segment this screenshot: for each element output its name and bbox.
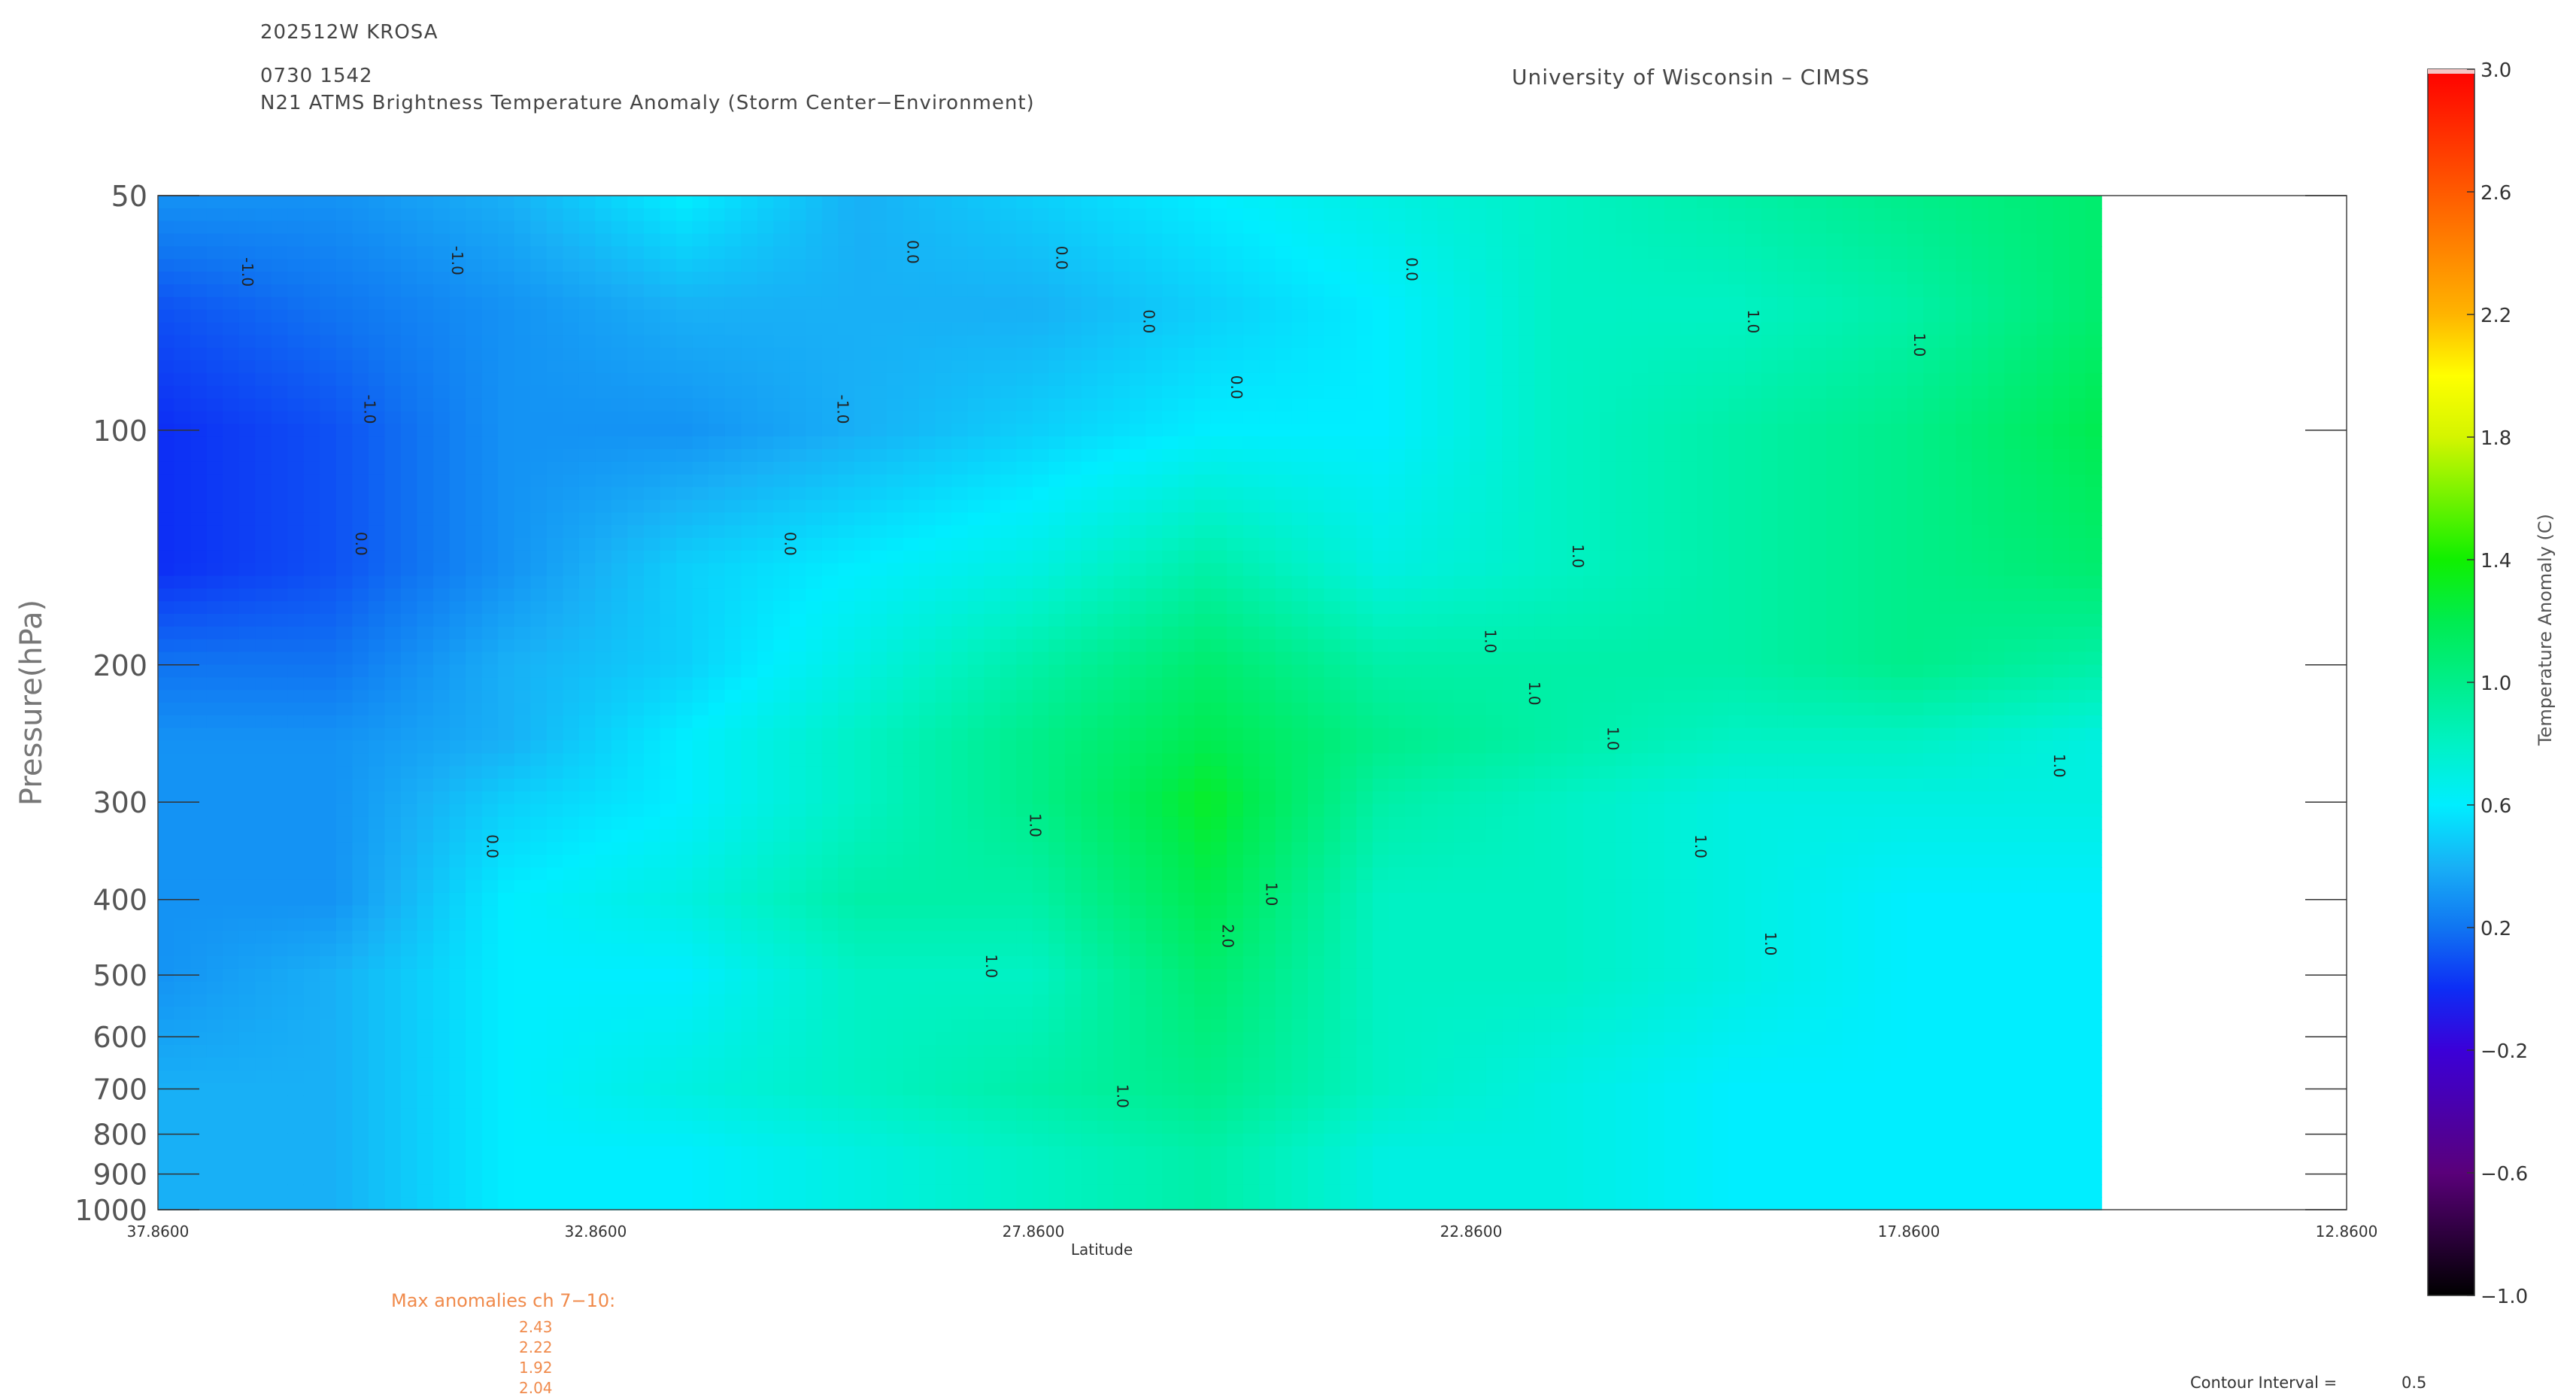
contour-label: 1.0 (1744, 309, 1762, 333)
contour-label: 0.0 (1227, 375, 1246, 399)
y-tick-label: 50 (111, 180, 147, 213)
x-tick-label: 12.8600 (2316, 1222, 2378, 1241)
contour-label: 1.0 (1910, 333, 1928, 357)
contour-label: 2.0 (1218, 924, 1236, 948)
y-tick-label: 600 (93, 1021, 147, 1054)
colorbar-tick-label: −1.0 (2480, 1286, 2528, 1308)
x-tick-label: 37.8600 (127, 1222, 190, 1241)
colorbar-tick-label: −0.2 (2480, 1040, 2528, 1063)
colorbar-tick-label: 1.8 (2480, 427, 2511, 450)
y-tick-label: 900 (93, 1159, 147, 1192)
y-tick-label: 300 (93, 786, 147, 819)
max-anomaly-ch7: 2.43 (519, 1318, 553, 1336)
contour-label: 0.0 (781, 532, 799, 556)
max-anomaly-ch10: 2.04 (519, 1379, 553, 1397)
y-tick-label: 700 (93, 1074, 147, 1107)
y-tick-label: 200 (93, 649, 147, 682)
y-tick-label: 500 (93, 959, 147, 992)
colorbar-top-cap (2428, 69, 2474, 74)
colorbar-tick-label: 0.6 (2480, 795, 2511, 818)
contour-label: 1.0 (1604, 727, 1622, 751)
contour-label: 0.0 (1052, 246, 1070, 270)
y-tick-label: 400 (93, 884, 147, 917)
colorbar-tick-label: 2.6 (2480, 182, 2511, 205)
colorbar: 3.0 2.6 2.2 1.8 1.4 1.0 0.6 0.2 −0.2 −0.6 −1.0 Temp… (2428, 59, 2556, 1308)
x-tick-label: 17.8600 (1878, 1222, 1940, 1241)
colorbar-tick-label: 3.0 (2480, 59, 2511, 82)
max-anomalies-title: Max anomalies ch 7−10: (391, 1290, 615, 1311)
contour-label: -1.0 (448, 246, 466, 275)
contour-interval-label: Contour Interval = (2190, 1374, 2337, 1392)
contour-label: 1.0 (1263, 882, 1281, 907)
contour-label: 1.0 (1114, 1084, 1132, 1108)
contour-label: 1.0 (1482, 629, 1500, 653)
contour-label: 1.0 (1026, 813, 1044, 837)
x-axis-label: Latitude (1071, 1241, 1133, 1259)
y-tick-label: 100 (93, 415, 147, 448)
contour-label: 0.0 (1140, 309, 1158, 333)
contour-label: 1.0 (1525, 682, 1543, 706)
contour-label: 0.0 (352, 532, 370, 556)
anomaly-field (158, 196, 2102, 1210)
contour-label: 0.0 (484, 834, 502, 858)
colorbar-tick-label: −0.6 (2480, 1163, 2528, 1186)
colorbar-tick-label: 2.2 (2480, 305, 2511, 327)
colorbar-tick-label: 0.2 (2480, 918, 2511, 940)
contour-label: 0.0 (903, 240, 921, 264)
max-anomaly-ch9: 1.92 (519, 1359, 553, 1377)
x-tick-label: 22.8600 (1440, 1222, 1503, 1241)
colorbar-tick-label: 1.0 (2480, 673, 2511, 695)
y-tick-label: 800 (93, 1119, 147, 1152)
y-axis-label: Pressure(hPa) (14, 600, 49, 806)
contour-label: 1.0 (1569, 544, 1587, 568)
x-tick-label: 32.8600 (565, 1222, 627, 1241)
x-tick-label: 27.8600 (1003, 1222, 1065, 1241)
contour-label: 1.0 (2050, 754, 2068, 778)
colorbar-tick-label: 1.4 (2480, 550, 2511, 572)
contour-label: 1.0 (1761, 932, 1780, 956)
contour-label: 1.0 (982, 954, 1000, 978)
contour-label: -1.0 (833, 394, 851, 424)
contour-label: -1.0 (361, 394, 379, 424)
contour-label: 0.0 (1403, 257, 1421, 281)
max-anomaly-ch8: 2.22 (519, 1338, 553, 1356)
colorbar-label: Temperature Anomaly (C) (2535, 514, 2556, 746)
contour-label: -1.0 (238, 257, 256, 287)
plot-area: -1.0 -1.0 -1.0 -1.0 0.0 0.0 0.0 0.0 0.0 0.0 0.0 0.0… (158, 196, 2102, 1210)
contour-interval-value: 0.5 (2402, 1374, 2426, 1392)
contour-label: 1.0 (1692, 834, 1710, 858)
